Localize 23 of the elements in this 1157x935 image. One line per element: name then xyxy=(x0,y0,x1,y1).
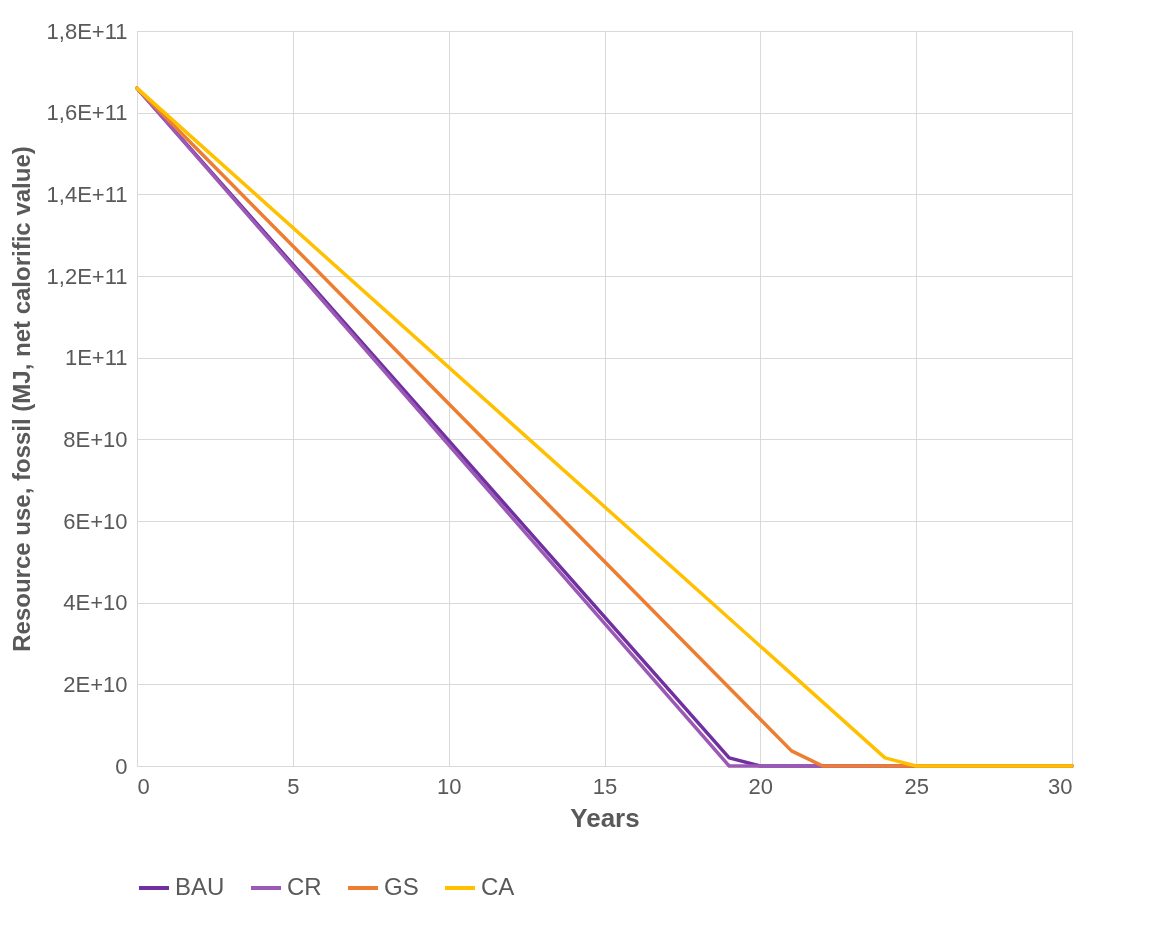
x-tick-label: 20 xyxy=(748,773,774,799)
y-tick-label: 8E+10 xyxy=(63,426,128,452)
y-tick-label: 0 xyxy=(115,753,128,779)
y-tick-label: 1,8E+11 xyxy=(46,18,128,44)
y-tick-label: 1,6E+11 xyxy=(46,100,128,126)
x-tick-label: 10 xyxy=(436,773,462,799)
legend-label: GS xyxy=(384,873,419,900)
y-tick-label: 6E+10 xyxy=(63,508,128,534)
x-tick-label: 15 xyxy=(592,773,618,799)
y-tick-label: 1,4E+11 xyxy=(46,181,128,207)
x-tick-label: 0 xyxy=(137,773,150,799)
x-tick-label: 5 xyxy=(287,773,300,799)
y-tick-label: 1,2E+11 xyxy=(46,263,128,289)
legend-label: CA xyxy=(481,873,515,900)
x-tick-label: 30 xyxy=(1048,773,1073,799)
y-tick-label: 2E+10 xyxy=(63,671,128,697)
y-tick-label: 1E+11 xyxy=(64,345,128,371)
y-tick-label: 4E+10 xyxy=(63,590,128,616)
legend-label: BAU xyxy=(175,873,225,900)
legend-label: CR xyxy=(287,873,322,900)
x-axis-title: Years xyxy=(570,802,640,833)
y-axis-title: Resource use, fossil (MJ, net calorific value) xyxy=(7,146,35,652)
x-tick-label: 25 xyxy=(904,773,929,799)
